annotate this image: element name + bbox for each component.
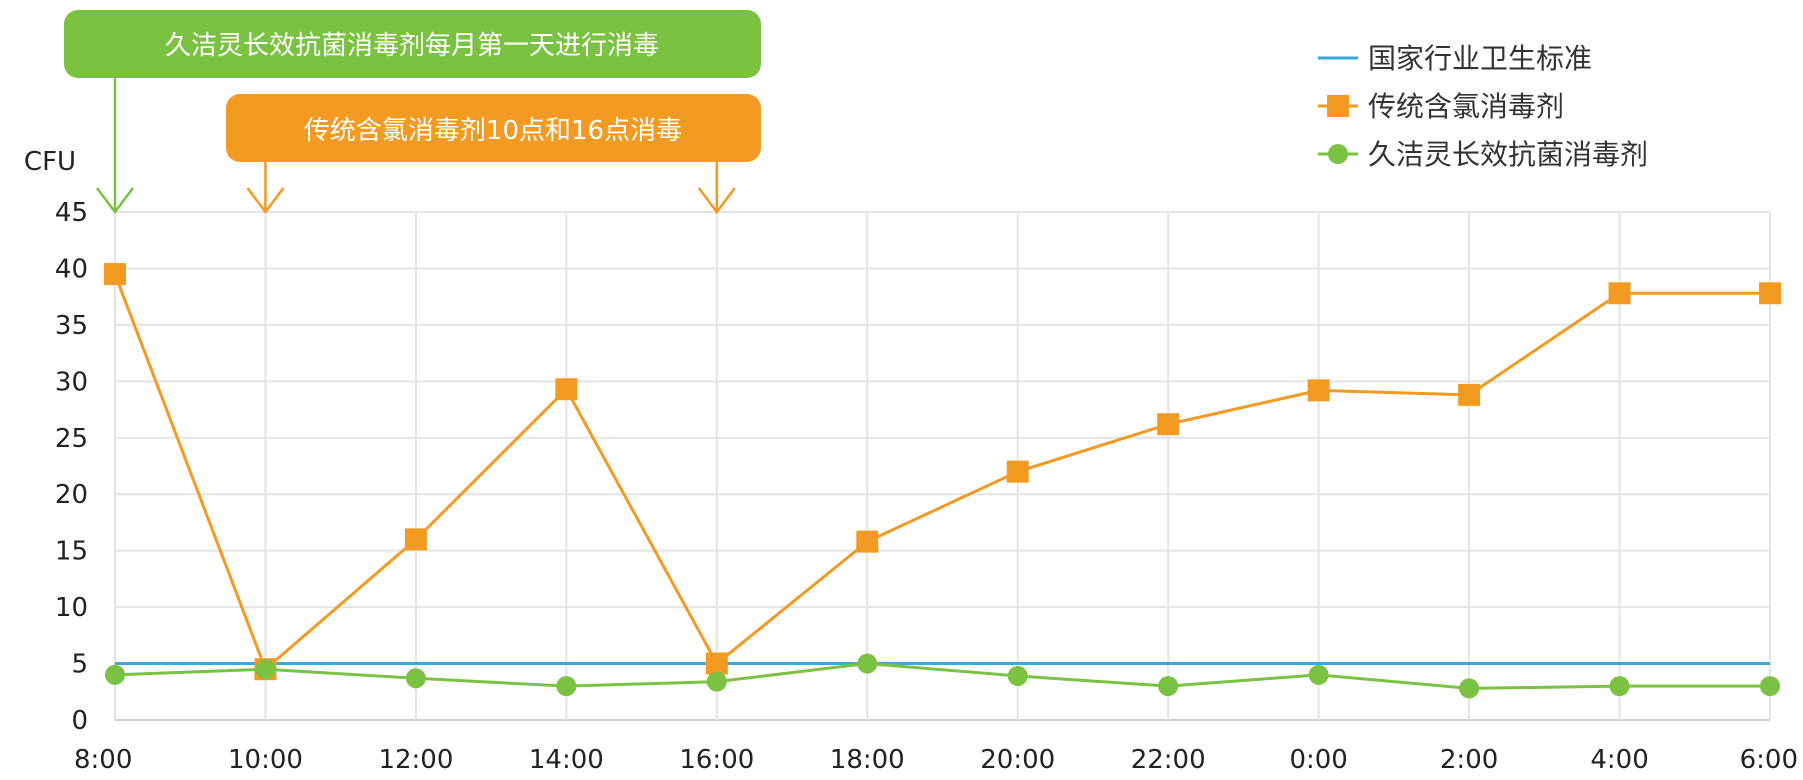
callout-arrowhead [246, 187, 285, 215]
x-tick-label: 6:00 [1740, 745, 1798, 775]
data-point [1608, 282, 1631, 305]
x-tick-label: 22:00 [1131, 745, 1206, 775]
y-tick-label: 5 [71, 650, 88, 680]
y-tick-label: 0 [71, 706, 88, 736]
data-point [1459, 678, 1480, 699]
data-point [1157, 413, 1180, 436]
data-point [1307, 379, 1330, 402]
y-tick-label: 30 [55, 367, 88, 397]
y-tick-label: 25 [55, 424, 88, 454]
data-point [405, 668, 426, 689]
y-tick-label: 10 [55, 593, 88, 623]
data-point [1609, 676, 1630, 697]
data-point [1308, 664, 1329, 685]
x-tick-label: 4:00 [1590, 745, 1648, 775]
y-tick-label: 40 [55, 254, 88, 284]
x-tick-label: 18:00 [830, 745, 905, 775]
data-point [857, 653, 878, 674]
x-tick-label: 2:00 [1440, 745, 1498, 775]
y-axis-unit: CFU [24, 147, 76, 177]
legend-marker [1328, 144, 1348, 164]
data-point [856, 530, 879, 553]
data-point [555, 378, 578, 401]
data-point [404, 528, 427, 551]
x-tick-label: 8:00 [74, 745, 132, 775]
chart-grid [114, 211, 1771, 721]
y-tick-label: 20 [55, 480, 88, 510]
series-line [113, 273, 1770, 672]
data-point [1760, 676, 1780, 697]
y-tick-label: 45 [55, 198, 88, 228]
data-point [556, 676, 577, 697]
chart-series [104, 263, 1781, 699]
x-tick-label: 14:00 [529, 745, 604, 775]
data-point [1759, 282, 1781, 305]
legend-label: 久洁灵长效抗菌消毒剂 [1368, 138, 1648, 171]
legend-marker [1327, 95, 1349, 117]
y-tick-label: 35 [55, 311, 88, 341]
data-point [1006, 460, 1029, 483]
series-group [105, 653, 1780, 699]
x-tick-label: 16:00 [679, 745, 754, 775]
callout-box [64, 10, 761, 78]
callout-box [226, 94, 761, 162]
series-line [114, 662, 1770, 690]
legend-label: 传统含氯消毒剂 [1368, 90, 1564, 123]
data-point [706, 671, 727, 692]
data-point [255, 659, 276, 680]
data-point [1007, 665, 1028, 686]
data-point [1458, 383, 1481, 406]
data-point [104, 263, 126, 286]
legend-label: 国家行业卫生标准 [1368, 42, 1592, 75]
y-tick-label: 15 [55, 537, 88, 567]
data-point [105, 664, 125, 685]
x-axis-ticks: 8:00 10:00 12:00 14:00 16:00 18:00 20:00 22:00 0… [74, 745, 1798, 775]
callout-arrowhead [96, 187, 134, 215]
callout-text: 传统含氯消毒剂10点和16点消毒 [304, 116, 682, 146]
series-group [104, 263, 1781, 681]
data-point [1158, 676, 1179, 697]
data-point [705, 652, 728, 675]
callout-arrowhead [697, 187, 736, 215]
callout-text: 久洁灵长效抗菌消毒剂每月第一天进行消毒 [165, 31, 659, 61]
y-axis-ticks: 0 5 10 15 20 25 30 35 40 45 [55, 198, 88, 736]
x-tick-label: 12:00 [378, 745, 453, 775]
x-tick-label: 0:00 [1289, 745, 1347, 775]
x-tick-label: 10:00 [228, 745, 303, 775]
x-tick-label: 20:00 [980, 745, 1055, 775]
